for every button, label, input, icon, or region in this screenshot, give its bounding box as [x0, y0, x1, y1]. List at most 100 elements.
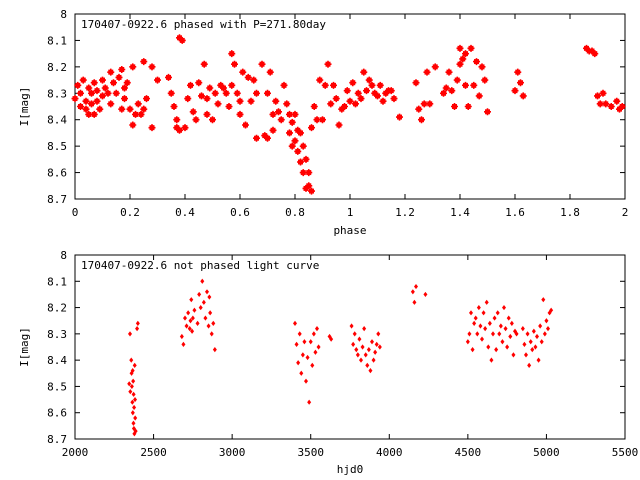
data-point	[128, 331, 132, 337]
data-point	[132, 362, 137, 368]
data-point	[327, 100, 335, 108]
data-point	[107, 100, 115, 108]
data-point	[541, 297, 546, 303]
data-point	[531, 328, 536, 334]
data-point	[129, 357, 134, 363]
data-point	[360, 344, 365, 350]
data-point	[497, 331, 502, 337]
data-point	[481, 310, 486, 316]
data-point	[183, 315, 187, 321]
data-point	[330, 81, 337, 89]
data-point	[351, 341, 356, 347]
data-point	[88, 89, 95, 97]
data-point	[500, 339, 505, 345]
data-point	[173, 116, 181, 124]
data-point	[368, 81, 376, 89]
data-point	[129, 383, 134, 390]
data-point	[222, 89, 230, 97]
data-point	[228, 81, 236, 89]
data-point	[418, 116, 425, 124]
data-point	[544, 318, 549, 324]
data-point	[377, 344, 382, 350]
data-point	[247, 97, 255, 105]
data-point	[305, 182, 313, 190]
y-tick-label: 8.5	[47, 140, 67, 153]
data-point	[269, 110, 277, 118]
data-point	[363, 87, 370, 95]
data-point	[514, 331, 519, 337]
data-point	[231, 60, 238, 68]
data-point	[250, 76, 258, 84]
data-point	[335, 121, 343, 129]
data-point	[363, 352, 368, 358]
data-point	[487, 320, 492, 326]
data-point	[135, 326, 140, 332]
x-tick-label: 1.6	[505, 206, 525, 219]
data-point	[505, 344, 510, 350]
data-point	[354, 89, 362, 97]
data-point	[308, 339, 313, 345]
data-points	[127, 278, 554, 437]
data-point	[343, 87, 351, 95]
data-point	[128, 389, 133, 395]
data-point	[133, 396, 138, 403]
data-point	[494, 347, 499, 353]
y-tick-label: 8.7	[47, 193, 67, 206]
data-point	[195, 320, 200, 326]
data-point	[315, 326, 319, 332]
data-point	[129, 63, 137, 71]
data-point	[90, 110, 98, 118]
data-point	[133, 415, 138, 421]
data-point	[214, 100, 222, 108]
data-point	[440, 89, 447, 97]
data-point	[239, 68, 247, 76]
chart-annotation: 170407-0922.6 not phased light curve	[81, 259, 319, 272]
x-tick-label: 2500	[140, 446, 167, 459]
data-point	[412, 299, 417, 305]
data-point	[82, 97, 90, 105]
data-point	[313, 349, 318, 355]
x-tick-label: 0.8	[285, 206, 305, 219]
data-point	[291, 137, 299, 145]
data-point	[359, 357, 363, 363]
chart-annotation: 170407-0922.6 phased with P=271.80day	[81, 18, 326, 31]
data-point	[525, 331, 530, 337]
data-point	[299, 142, 307, 150]
data-point	[473, 58, 480, 66]
data-point	[423, 291, 428, 298]
data-point	[236, 97, 244, 105]
data-point	[208, 310, 213, 316]
data-point	[491, 331, 495, 337]
y-tick-label: 8	[60, 8, 67, 21]
x-tick-label: 0.2	[120, 206, 140, 219]
data-point	[206, 323, 211, 329]
data-point	[277, 116, 285, 124]
data-point	[387, 87, 395, 95]
data-point	[549, 307, 554, 313]
data-point	[220, 84, 227, 92]
data-point	[442, 84, 450, 92]
data-point	[99, 76, 106, 84]
data-point	[365, 362, 370, 368]
x-tick-label: 1	[347, 206, 354, 219]
data-point	[448, 87, 456, 95]
data-point	[140, 105, 148, 113]
data-point	[514, 68, 522, 76]
x-tick-label: 0	[72, 206, 79, 219]
data-point	[379, 97, 387, 105]
data-point	[591, 50, 599, 58]
y-tick-label: 8.6	[47, 407, 67, 420]
data-point	[200, 60, 208, 68]
chart-panel-2: 2000 2500 3000 3500 4000 4500 5000 5500 8 8.1 8.2 8…	[18, 249, 638, 476]
data-point	[346, 97, 354, 105]
data-point	[607, 103, 615, 110]
data-point	[511, 352, 516, 358]
data-point	[341, 103, 348, 110]
data-point	[272, 97, 280, 105]
data-point	[74, 81, 82, 89]
y-axis-title: I[mag]	[18, 327, 31, 367]
data-point	[522, 341, 527, 347]
data-point	[137, 110, 145, 118]
data-point	[264, 89, 271, 97]
data-point	[453, 76, 461, 84]
